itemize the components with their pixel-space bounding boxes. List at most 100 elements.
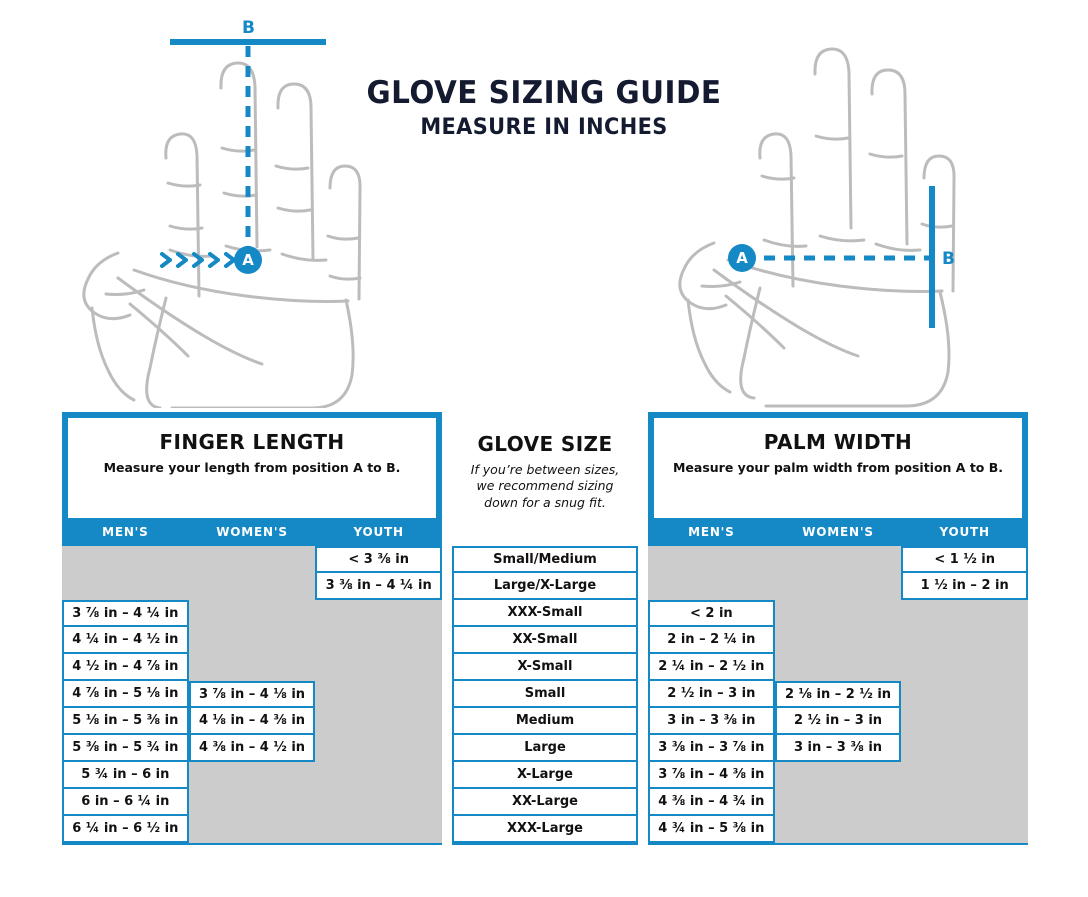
table-cell-empty (188, 546, 316, 573)
table-cell: 6 in – 6 ¼ in (62, 789, 189, 816)
table-cell-empty (315, 600, 443, 627)
palm-width-diagram: A B (660, 8, 1000, 408)
table-cell: Medium (452, 708, 638, 735)
column-header-mens-finger: MEN'S (102, 525, 149, 539)
table-cell-empty (315, 816, 443, 843)
finger-length-header-frame: FINGER LENGTH Measure your length from p… (62, 412, 442, 518)
finger-length-diagram: B A (58, 8, 398, 410)
table-cell-empty (901, 681, 1029, 708)
table-cell: 5 ⅜ in – 5 ¾ in (62, 735, 189, 762)
table-cell: Large (452, 735, 638, 762)
finger-length-description: Measure your length from position A to B… (103, 460, 401, 475)
table-cell: 6 ¼ in – 6 ½ in (62, 816, 189, 843)
glove-size-heading: GLOVE SIZE (477, 432, 613, 456)
table-cell: 1 ½ in – 2 in (901, 573, 1029, 600)
glove-size-panel: GLOVE SIZE If you’re between sizes, we r… (452, 412, 638, 845)
palm-width-header-frame: PALM WIDTH Measure your palm width from … (648, 412, 1028, 518)
table-cell: 3 ⅞ in – 4 ¼ in (62, 600, 189, 627)
table-cell: 4 ½ in – 4 ⅞ in (62, 654, 189, 681)
finger-length-panel: FINGER LENGTH Measure your length from p… (62, 412, 443, 845)
table-cell: 4 ¼ in – 4 ½ in (62, 627, 189, 654)
finger-length-grid: 3 ⅞ in – 4 ¼ in 4 ¼ in – 4 ½ in 4 ½ in – 4… (62, 546, 443, 845)
table-cell: 3 ⅞ in – 4 ⅛ in (188, 681, 316, 708)
palm-width-mens-column: < 2 in 2 in – 2 ¼ in 2 ¼ in – 2 ½ in 2 ½ in… (648, 546, 775, 843)
table-cell: 2 ½ in – 3 in (648, 681, 775, 708)
table-cell-empty (774, 789, 902, 816)
table-cell-empty (648, 546, 775, 573)
table-cell-empty (188, 654, 316, 681)
table-cell: XXX-Small (452, 600, 638, 627)
column-header-youth-palm: YOUTH (939, 525, 990, 539)
palm-width-grid: < 2 in 2 in – 2 ¼ in 2 ¼ in – 2 ½ in 2 ½ in… (648, 546, 1029, 845)
table-cell: X-Small (452, 654, 638, 681)
table-cell: < 1 ½ in (901, 546, 1029, 573)
table-cell: Large/X-Large (452, 573, 638, 600)
table-cell: X-Large (452, 762, 638, 789)
table-cell-empty (774, 627, 902, 654)
table-cell-empty (315, 735, 443, 762)
table-cell: Small (452, 681, 638, 708)
table-cell: 5 ¾ in – 6 in (62, 762, 189, 789)
palm-width-column-headers: MEN'S WOMEN'S YOUTH (648, 518, 1028, 546)
palm-width-youth-column: < 1 ½ in 1 ½ in – 2 in (901, 546, 1029, 843)
table-cell-empty (188, 789, 316, 816)
finger-length-column-headers: MEN'S WOMEN'S YOUTH (62, 518, 442, 546)
table-cell-empty (774, 654, 902, 681)
table-cell-empty (188, 762, 316, 789)
table-cell-empty (774, 762, 902, 789)
table-cell: 3 in – 3 ⅜ in (648, 708, 775, 735)
glove-size-description: If you’re between sizes, we recommend si… (470, 462, 620, 510)
table-cell-empty (774, 573, 902, 600)
table-cell-empty (315, 681, 443, 708)
finger-length-youth-column: < 3 ⅜ in 3 ⅜ in – 4 ¼ in (315, 546, 443, 843)
table-cell: 5 ⅛ in – 5 ⅜ in (62, 708, 189, 735)
column-header-womens-finger: WOMEN'S (216, 525, 288, 539)
column-header-youth-finger: YOUTH (353, 525, 404, 539)
table-cell-empty (315, 654, 443, 681)
finger-length-womens-column: 3 ⅞ in – 4 ⅛ in 4 ⅛ in – 4 ⅜ in 4 ⅜ in – 4… (188, 546, 316, 843)
column-header-mens-palm: MEN'S (688, 525, 735, 539)
table-cell-empty (901, 600, 1029, 627)
table-cell-empty (315, 708, 443, 735)
table-cell-empty (188, 573, 316, 600)
glove-size-header-frame: GLOVE SIZE If you’re between sizes, we r… (452, 412, 638, 518)
table-cell: 4 ⅞ in – 5 ⅛ in (62, 681, 189, 708)
table-cell: < 3 ⅜ in (315, 546, 443, 573)
finger-length-heading: FINGER LENGTH (159, 430, 345, 454)
marker-a-dot-right: A (728, 244, 756, 272)
glove-size-column: Small/Medium Large/X-Large XXX-Small XX-Sma… (452, 546, 638, 843)
marker-a-dot-left: A (234, 246, 262, 274)
finger-length-header: FINGER LENGTH Measure your length from p… (68, 418, 436, 518)
palm-width-heading: PALM WIDTH (763, 430, 913, 454)
table-cell: 2 ⅛ in – 2 ½ in (774, 681, 902, 708)
table-cell: 4 ⅛ in – 4 ⅜ in (188, 708, 316, 735)
table-cell: 3 in – 3 ⅜ in (774, 735, 902, 762)
table-cell: XX-Small (452, 627, 638, 654)
glove-size-header-spacer (452, 518, 638, 546)
table-cell-empty (774, 600, 902, 627)
table-cell: 2 in – 2 ¼ in (648, 627, 775, 654)
table-cell-empty (901, 816, 1029, 843)
table-cell-empty (188, 627, 316, 654)
palm-width-panel: PALM WIDTH Measure your palm width from … (648, 412, 1029, 845)
glove-size-header: GLOVE SIZE If you’re between sizes, we r… (452, 418, 638, 518)
glove-size-grid: Small/Medium Large/X-Large XXX-Small XX-Sma… (452, 546, 638, 845)
table-cell-empty (901, 735, 1029, 762)
palm-width-womens-column: 2 ⅛ in – 2 ½ in 2 ½ in – 3 in 3 in – 3 ⅜ i… (774, 546, 902, 843)
table-cell: 2 ¼ in – 2 ½ in (648, 654, 775, 681)
table-cell: XXX-Large (452, 816, 638, 843)
table-cell-empty (62, 546, 189, 573)
table-cell-empty (62, 573, 189, 600)
table-cell-empty (901, 627, 1029, 654)
palm-width-description: Measure your palm width from position A … (672, 460, 1004, 475)
table-cell-empty (188, 600, 316, 627)
table-cell: 4 ¾ in – 5 ⅜ in (648, 816, 775, 843)
table-cell-empty (901, 708, 1029, 735)
palm-width-header: PALM WIDTH Measure your palm width from … (654, 418, 1022, 518)
table-cell-empty (315, 627, 443, 654)
table-cell: < 2 in (648, 600, 775, 627)
column-header-womens-palm: WOMEN'S (802, 525, 874, 539)
table-cell-empty (648, 573, 775, 600)
table-cell: XX-Large (452, 789, 638, 816)
